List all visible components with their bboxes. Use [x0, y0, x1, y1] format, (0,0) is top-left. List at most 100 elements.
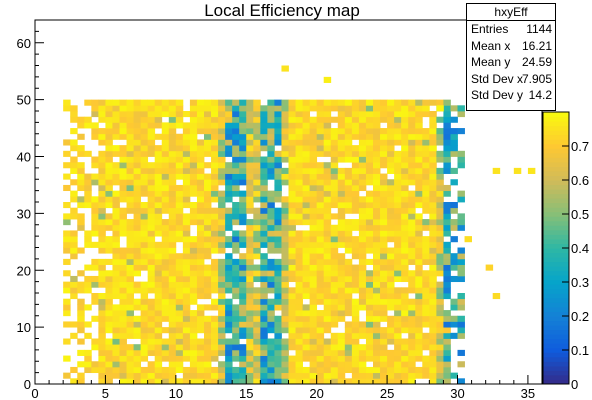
heatmap-cell: [189, 167, 198, 174]
heatmap-cell: [316, 145, 325, 152]
heatmap-cell: [408, 167, 416, 174]
heatmap-cell: [422, 207, 430, 214]
heatmap-cell: [415, 236, 423, 243]
heatmap-cell: [63, 304, 71, 311]
heatmap-cell: [309, 247, 318, 254]
heatmap-cell: [302, 241, 311, 248]
heatmap-cell: [77, 270, 85, 277]
heatmap-cell: [344, 241, 353, 248]
heatmap-cell: [239, 156, 247, 163]
heatmap-cell: [408, 133, 416, 140]
heatmap-cell: [295, 128, 303, 135]
heatmap-cell: [365, 105, 374, 112]
heatmap-cell: [351, 338, 360, 345]
heatmap-cell: [429, 128, 437, 135]
heatmap-cell: [351, 111, 360, 118]
heatmap-cell: [450, 236, 458, 243]
heatmap-cell: [211, 344, 219, 351]
heatmap-cell: [415, 270, 423, 277]
heatmap-cell: [380, 287, 388, 294]
y-tick-label: 10: [17, 320, 31, 335]
heatmap-cell: [316, 128, 325, 135]
heatmap-cell: [309, 327, 318, 334]
heatmap-cell: [182, 355, 191, 362]
heatmap-cell: [316, 361, 325, 368]
heatmap-cell: [267, 150, 275, 157]
heatmap-cell: [253, 105, 261, 112]
heatmap-cell: [126, 293, 134, 300]
heatmap-cell: [323, 213, 332, 220]
heatmap-cell: [281, 344, 289, 351]
heatmap-cell: [84, 116, 92, 123]
heatmap-cell: [140, 122, 149, 129]
heatmap-cell: [189, 378, 198, 385]
heatmap-cell: [154, 105, 163, 112]
heatmap-cell: [161, 338, 170, 345]
heatmap-cell: [429, 219, 437, 226]
heatmap-cell: [267, 190, 275, 197]
heatmap-cell: [365, 133, 374, 140]
heatmap-cell: [281, 105, 289, 112]
heatmap-cell: [351, 372, 360, 379]
heatmap-cell: [309, 184, 318, 192]
heatmap-cell: [204, 270, 212, 277]
heatmap-cell: [450, 179, 458, 186]
heatmap-cell: [126, 258, 134, 265]
heatmap-cell: [436, 156, 444, 163]
heatmap-cell: [394, 344, 402, 351]
heatmap-cell: [147, 281, 156, 288]
heatmap-cell: [98, 128, 106, 135]
heatmap-cell: [225, 139, 233, 146]
heatmap-cell: [302, 173, 311, 180]
heatmap-cell: [196, 349, 205, 356]
heatmap-cell: [140, 366, 149, 374]
heatmap-cell: [344, 150, 353, 157]
heatmap-cell: [295, 99, 303, 106]
heatmap-cell: [330, 213, 339, 220]
heatmap-cell: [133, 196, 142, 203]
heatmap-cell: [358, 241, 367, 248]
heatmap-cell: [239, 122, 247, 129]
heatmap-cell: [218, 230, 226, 237]
heatmap-cell: [415, 366, 423, 374]
heatmap-cell: [380, 344, 388, 351]
heatmap-cell: [295, 247, 303, 254]
heatmap-cell: [161, 247, 170, 254]
heatmap-cell: [140, 355, 149, 362]
heatmap-cell: [204, 133, 212, 140]
heatmap-cell: [344, 105, 353, 112]
heatmap-cell: [105, 344, 113, 351]
heatmap-cell: [161, 310, 170, 317]
heatmap-cell: [274, 150, 282, 157]
heatmap-cell: [323, 99, 332, 106]
heatmap-cell: [408, 321, 416, 328]
heatmap-cell: [98, 349, 106, 356]
heatmap-cell: [232, 162, 240, 169]
heatmap-cell: [246, 139, 254, 146]
heatmap-cell: [98, 230, 106, 237]
heatmap-cell: [387, 196, 395, 203]
heatmap-cell: [154, 361, 163, 368]
heatmap-cell: [429, 156, 437, 163]
heatmap-cell: [63, 310, 71, 317]
heatmap-cell: [189, 344, 198, 351]
heatmap-cell: [365, 145, 374, 152]
heatmap-cell: [204, 281, 212, 288]
heatmap-cell: [189, 247, 198, 254]
heatmap-cell: [450, 145, 458, 152]
heatmap-cell: [168, 139, 177, 146]
heatmap-cell: [112, 105, 120, 112]
heatmap-cell: [161, 184, 170, 192]
heatmap-cell: [112, 196, 120, 203]
heatmap-cell: [77, 349, 85, 356]
heatmap-cell: [323, 76, 332, 83]
heatmap-cell: [211, 247, 219, 254]
heatmap-cell: [246, 207, 254, 214]
heatmap-cell: [380, 355, 388, 362]
heatmap-cell: [387, 247, 395, 254]
heatmap-cell: [450, 202, 458, 209]
heatmap-cell: [387, 202, 395, 209]
heatmap-cell: [77, 321, 85, 328]
heatmap-cell: [344, 219, 353, 226]
heatmap-cell: [323, 219, 332, 226]
